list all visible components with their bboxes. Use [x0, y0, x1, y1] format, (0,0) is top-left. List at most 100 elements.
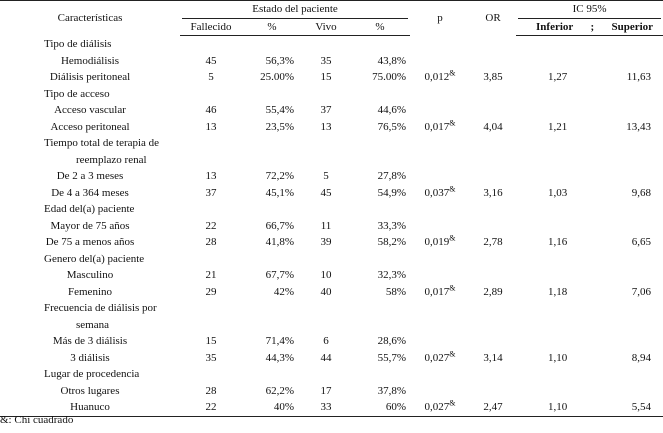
header-p: p	[410, 0, 471, 36]
cell-pct-fallecido: 44,3%	[265, 351, 294, 364]
table-row: Masculino 21 67,7% 10 32,3% 0,017& 2,89 1,18 7,0…	[0, 267, 663, 298]
table-row: Hemodiálisis 45 56,3% 35 43,8% 0,012& 3,85 1,27…	[0, 53, 663, 84]
table-row: Acceso vascular 46 55,4% 37 44,6% 0,017& 4,04 1…	[0, 102, 663, 133]
section-row: reemplazo renal	[0, 152, 663, 169]
results-table: Características Estado del paciente p OR…	[0, 0, 663, 416]
section-title: Edad del(a) paciente	[44, 203, 135, 215]
cell-pct-vivo: 28,6%	[377, 335, 407, 347]
row-label: Huanuco	[70, 401, 110, 413]
cell-vivo: 10	[320, 269, 332, 281]
cell-pct-fallecido: 41,8%	[265, 236, 294, 248]
ic-superior: 7,06	[631, 285, 652, 298]
header-superior: Superior	[611, 20, 654, 33]
cell-vivo: 5	[323, 170, 329, 182]
cell-pct-fallecido: 42%	[273, 285, 294, 298]
cell-fallecido: 21	[205, 269, 217, 281]
ic-values: 1,16 6,65	[516, 234, 663, 251]
p-value: 0,037	[424, 186, 450, 199]
section-row: Tipo de diálisis	[0, 36, 663, 53]
cell-fallecido: 22	[205, 219, 217, 232]
cell-pct-fallecido: 62,2%	[265, 384, 294, 397]
table-row: Femenino 29 42% 40 58%	[0, 284, 663, 301]
cell-pct-vivo: 55,7%	[377, 351, 407, 364]
cell-fallecido: 46	[205, 104, 217, 116]
table-row: Huanuco 22 40% 33 60%	[0, 399, 663, 416]
cell-or: 4,04	[483, 120, 503, 133]
ic-inferior: 1,03	[548, 186, 568, 199]
cell-pct-vivo: 54,9%	[377, 186, 407, 199]
cell-pct-fallecido: 23,5%	[265, 120, 294, 133]
ic-superior: 9,68	[631, 186, 652, 199]
p-mark: &	[449, 398, 456, 408]
table-row: De 4 a 364 meses 37 45,1% 45 54,9%	[0, 185, 663, 202]
ic-inferior: 1,16	[548, 236, 568, 248]
cell-pct-fallecido: 72,2%	[265, 170, 294, 182]
cell-or: 3,85	[483, 71, 503, 83]
table-row: 3 diálisis 35 44,3% 44 55,7%	[0, 350, 663, 367]
p-mark: &	[449, 68, 456, 78]
table-row: De 75 a menos años 28 41,8% 39 58,2%	[0, 234, 663, 251]
p-mark: &	[449, 282, 456, 292]
p-mark: &	[449, 183, 456, 193]
header-or: OR	[470, 0, 517, 36]
header-estado-paciente: Estado del paciente	[180, 0, 411, 19]
header-separator: ;	[590, 20, 595, 33]
cell-vivo: 11	[320, 219, 332, 232]
cell-pct-fallecido: 56,3%	[265, 54, 294, 67]
cell-pct-vivo: 37,8%	[377, 384, 407, 397]
section-title: Frecuencia de diálisis por	[44, 302, 157, 314]
header-fallecido: Fallecido	[180, 18, 242, 36]
ic-values: 1,03 9,68	[516, 185, 663, 202]
table-row: Mayor de 75 años 22 66,7% 11 33,3% 0,019& 2,78…	[0, 218, 663, 249]
cell-vivo: 39	[320, 236, 332, 248]
cell-vivo: 15	[320, 71, 332, 83]
ic-values: 1,10 5,54	[516, 399, 663, 416]
ic-inferior: 1,10	[548, 401, 568, 413]
header-ic-subcols: Inferior ; Superior	[516, 18, 663, 36]
p-value: 0,019	[424, 236, 450, 248]
ic-superior: 11,63	[626, 71, 652, 83]
cell-fallecido: 15	[205, 335, 217, 347]
row-label: Mayor de 75 años	[50, 219, 130, 232]
cell-or: 2,47	[483, 401, 503, 413]
p-value: 0,017	[424, 120, 450, 133]
ic-inferior: 1,21	[548, 120, 568, 133]
cell-vivo: 44	[320, 351, 332, 364]
ic-values: 1,21 13,43	[516, 119, 663, 136]
cell-fallecido: 45	[205, 54, 217, 67]
cell-fallecido: 28	[205, 384, 217, 397]
section-row: semana	[0, 317, 663, 334]
cell-vivo: 40	[320, 285, 332, 298]
cell-p-value: 0,019&	[410, 218, 470, 251]
cell-pct-vivo: 27,8%	[377, 170, 407, 182]
cell-fallecido: 13	[205, 120, 217, 133]
cell-pct-vivo: 43,8%	[377, 54, 407, 67]
table-row: De 2 a 3 meses 13 72,2% 5 27,8% 0,037& 3,16 1,0…	[0, 168, 663, 199]
cell-pct-fallecido: 45,1%	[265, 186, 294, 199]
section-title: Tiempo total de terapia de	[44, 137, 160, 149]
cell-vivo: 45	[320, 186, 332, 199]
cell-pct-fallecido: 40%	[273, 401, 294, 413]
ic-inferior: 1,18	[548, 285, 568, 298]
ic-superior: 13,43	[626, 120, 652, 133]
row-label: De 75 a menos años	[45, 236, 135, 248]
header-ic: IC 95%	[516, 0, 663, 19]
row-label: 3 diálisis	[70, 351, 110, 364]
p-value: 0,027	[424, 401, 450, 413]
cell-p-value: 0,037&	[410, 168, 470, 201]
cell-vivo: 17	[320, 384, 332, 397]
results-table-body: Tipo de diálisis Hemodiálisis 45 56,3% 35 43,…	[0, 36, 663, 416]
ic-values: 1,10 8,94	[516, 350, 663, 367]
cell-p-value: 0,017&	[410, 102, 470, 135]
section-row: Frecuencia de diálisis por	[0, 300, 663, 317]
p-mark: &	[449, 348, 456, 358]
footnote: &: Chi cuadrado	[0, 414, 74, 426]
p-value: 0,012	[424, 71, 450, 83]
table-row: Más de 3 diálisis 15 71,4% 6 28,6% 0,027& 3,14…	[0, 333, 663, 364]
cell-pct-vivo: 58%	[385, 285, 407, 298]
row-label: Más de 3 diálisis	[52, 335, 128, 347]
section-title: Tipo de acceso	[44, 87, 110, 100]
row-label: Otros lugares	[60, 384, 120, 397]
table-row: Acceso peritoneal 13 23,5% 13 76,5%	[0, 119, 663, 136]
cell-or: 2,89	[483, 285, 503, 298]
